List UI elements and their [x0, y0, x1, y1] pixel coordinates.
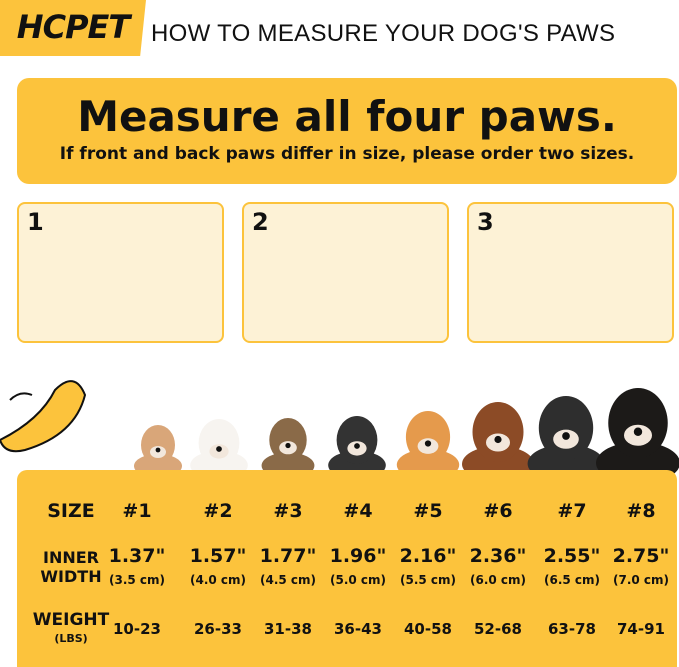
width-cm: (3.5 cm) — [108, 573, 166, 587]
weight-cell: 10-23 — [113, 620, 161, 638]
width-cm: (6.0 cm) — [469, 573, 527, 587]
dog-nose — [354, 443, 360, 449]
dog-nose — [216, 446, 222, 452]
dog-nose — [285, 442, 291, 449]
size-cell: #7 — [557, 500, 587, 522]
weight-cell: 52-68 — [474, 620, 522, 638]
dog-head — [538, 396, 594, 460]
weight-cell: 74-91 — [617, 620, 665, 638]
width-inches: 1.77" — [259, 545, 317, 567]
step-box — [467, 202, 674, 343]
width-inches: 1.57" — [189, 545, 247, 567]
width-cm: (4.5 cm) — [259, 573, 317, 587]
dog-nose — [155, 447, 161, 453]
dog-head — [269, 418, 307, 462]
width-inches: 2.55" — [543, 545, 601, 567]
width-inches: 1.96" — [329, 545, 387, 567]
row-label: (LBS) — [54, 632, 88, 645]
dog-nose — [562, 432, 570, 440]
width-cm: (4.0 cm) — [189, 573, 247, 587]
width-cm: (7.0 cm) — [612, 573, 670, 587]
step-box — [242, 202, 449, 343]
step-number: 2 — [252, 208, 269, 236]
size-cell: #5 — [413, 500, 443, 522]
dog-nose — [424, 440, 432, 447]
banner-subtitle: If front and back paws differ in size, p… — [59, 144, 635, 164]
size-cell: #2 — [203, 500, 233, 522]
step-number: 1 — [27, 208, 44, 236]
page-title: HOW TO MEASURE YOUR DOG'S PAWS — [151, 20, 616, 47]
size-cell: #6 — [483, 500, 513, 522]
brand: HCPET — [16, 8, 130, 46]
banner — [17, 78, 677, 184]
step-box — [17, 202, 224, 343]
size-table — [17, 470, 677, 667]
swoosh-line — [9, 392, 33, 401]
logo-badge — [0, 0, 146, 56]
dog-head — [405, 411, 451, 463]
width-inches: 2.75" — [612, 545, 670, 567]
weight-cell: 26-33 — [194, 620, 242, 638]
dog-nose — [494, 435, 502, 444]
dog-nose — [633, 427, 643, 436]
weight-cell: 63-78 — [548, 620, 596, 638]
width-cm: (5.0 cm) — [329, 573, 387, 587]
size-cell: #4 — [343, 500, 373, 522]
weight-cell: 40-58 — [404, 620, 452, 638]
width-cm: (6.5 cm) — [543, 573, 601, 587]
width-inches: 1.37" — [108, 545, 166, 567]
row-label: WIDTH — [40, 567, 102, 586]
row-label: SIZE — [47, 500, 95, 522]
step-number: 3 — [477, 208, 494, 236]
weight-cell: 31-38 — [264, 620, 312, 638]
size-cell: #3 — [273, 500, 303, 522]
width-inches: 2.36" — [469, 545, 527, 567]
row-label: WEIGHT — [32, 610, 110, 630]
dog-head — [141, 425, 175, 465]
size-cell: #8 — [626, 500, 656, 522]
dog-head — [608, 388, 668, 458]
width-cm: (5.5 cm) — [399, 573, 457, 587]
weight-cell: 36-43 — [334, 620, 382, 638]
banner-title: Measure all four paws. — [77, 92, 617, 141]
dog-head — [472, 402, 524, 462]
swoosh — [0, 380, 87, 453]
dog-head — [336, 416, 378, 464]
row-label: INNER — [43, 548, 99, 567]
dog-head — [198, 419, 240, 467]
width-inches: 2.16" — [399, 545, 457, 567]
size-cell: #1 — [122, 500, 152, 522]
